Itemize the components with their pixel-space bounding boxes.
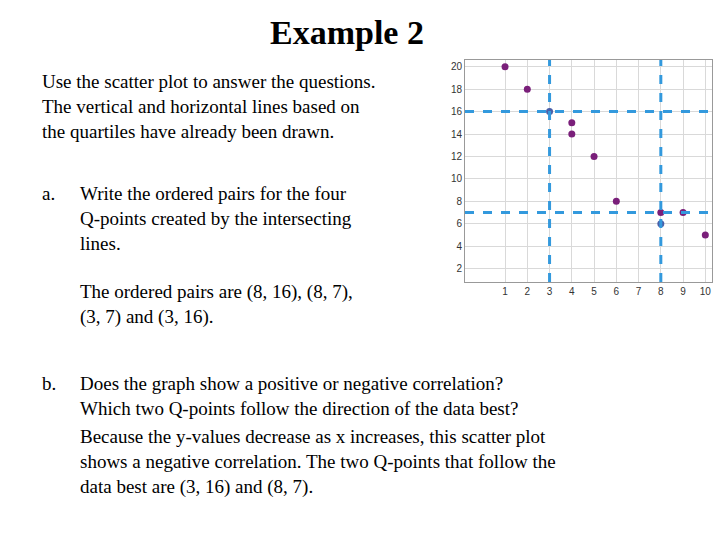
- html-text:(3, 7) and (3, 16).: (3, 7) and (3, 16).: [80, 306, 214, 327]
- svg-text:12: 12: [451, 151, 463, 162]
- svg-text:2: 2: [456, 263, 462, 274]
- svg-text:18: 18: [451, 84, 463, 95]
- svg-text:4: 4: [456, 241, 462, 252]
- html-text:the quartiles have already bee: the quartiles have already been drawn.: [42, 121, 335, 142]
- html-text:The ordered pairs are (8, 16),: The ordered pairs are (8, 16), (8, 7),: [80, 281, 353, 302]
- svg-text:9: 9: [680, 286, 686, 297]
- svg-text:4: 4: [569, 286, 575, 297]
- html-text:The vertical and horizontal li: The vertical and horizontal lines based …: [42, 96, 360, 117]
- html-text:lines.: lines.: [80, 233, 121, 254]
- html-text:Because the y-values decrease: Because the y-values decrease as x incre…: [80, 426, 546, 447]
- svg-text:8: 8: [658, 286, 664, 297]
- svg-text:20: 20: [451, 61, 463, 72]
- svg-text:10: 10: [700, 286, 712, 297]
- svg-text:14: 14: [451, 129, 463, 140]
- html-text:Use the scatter plot to answer: Use the scatter plot to answer the quest…: [42, 71, 376, 92]
- svg-text:5: 5: [591, 286, 597, 297]
- svg-text:6: 6: [614, 286, 620, 297]
- html-text:Example 2: Example 2: [270, 14, 424, 51]
- svg-text:10: 10: [451, 173, 463, 184]
- svg-text:1: 1: [502, 286, 508, 297]
- html-text:Which two Q-points follow the: Which two Q-points follow the direction …: [80, 398, 519, 419]
- html-text:Write the ordered pairs for th: Write the ordered pairs for the four: [80, 183, 347, 204]
- svg-text:3: 3: [547, 286, 553, 297]
- html-text:Q-points created by the inters: Q-points created by the intersecting: [80, 208, 352, 229]
- svg-text:16: 16: [451, 106, 463, 117]
- html-text:b.: b.: [42, 373, 57, 394]
- html-text:shows a negative correlation.: shows a negative correlation. The two Q-…: [80, 451, 556, 472]
- html-text:Does the graph show a positive: Does the graph show a positive or negati…: [80, 373, 504, 394]
- html-text:data best are (3, 16) and (8,: data best are (3, 16) and (8, 7).: [80, 476, 314, 497]
- svg-text:6: 6: [456, 218, 462, 229]
- html-text:a.: a.: [42, 183, 56, 204]
- svg-text:8: 8: [456, 196, 462, 207]
- svg-text:2: 2: [525, 286, 531, 297]
- svg-text:7: 7: [636, 286, 642, 297]
